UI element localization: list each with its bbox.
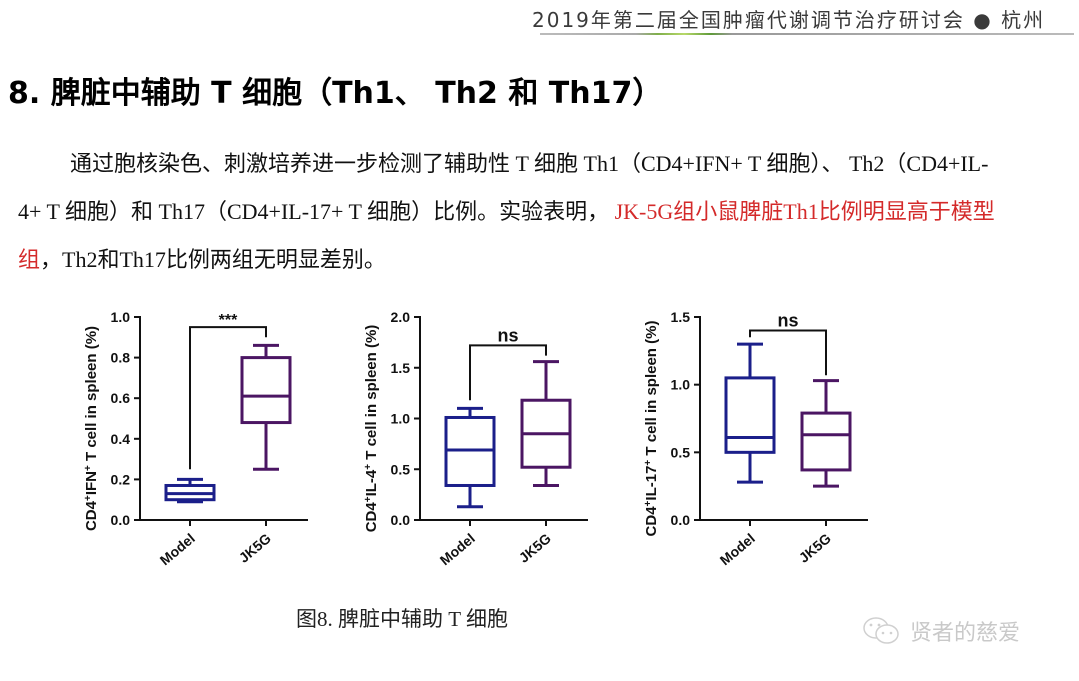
watermark-text: 贤者的慈爱	[910, 621, 1021, 646]
slide-title: 8. 脾脏中辅助 T 细胞（Th1、 Th2 和 Th17）	[8, 76, 663, 111]
significance-label: ns	[497, 325, 518, 345]
paragraph-text-end: ，Th2和Th17比例两组无明显差别。	[40, 247, 386, 272]
y-tick-label: 0.8	[111, 350, 131, 366]
significance-bracket	[749, 329, 827, 376]
x-tick-label: Model	[157, 530, 198, 568]
y-axis-label: CD4+IL-4+ T cell in spleen (%)	[363, 325, 381, 533]
y-tick-label: 0.6	[111, 390, 131, 406]
y-tick-label: 0.4	[111, 431, 131, 447]
significance-bracket	[469, 344, 547, 401]
conference-header: 2019年第二届全国肿瘤代谢调节治疗研讨会 ● 杭州	[532, 8, 1046, 32]
chart-th2-il4: CD4+IL-4+ T cell in spleen (%) 0.0 0.5 1.0 1…	[350, 290, 600, 590]
box-jk5g	[240, 343, 292, 471]
y-tick-label: 0.5	[391, 461, 411, 477]
y-tick-label: 1.0	[391, 411, 411, 427]
significance-label: ***	[219, 312, 238, 329]
box-model	[444, 406, 496, 509]
header-divider	[540, 33, 1074, 35]
x-tick-label: Model	[717, 530, 758, 568]
paragraph-text: 通过胞核染色、刺激培养进一步检测了辅助性 T 细胞 Th1（CD4+IFN+ T…	[18, 151, 989, 224]
y-tick-label: 1.5	[391, 360, 411, 376]
chart-th17-il17: CD4+IL-17+ T cell in spleen (%) 0.0 0.5 1.0…	[630, 290, 880, 590]
y-tick-label: 2.0	[391, 309, 411, 325]
x-tick-label: JK5G	[796, 530, 834, 566]
y-axis-label: CD4+IL-17+ T cell in spleen (%)	[643, 321, 661, 537]
significance-bracket	[189, 326, 267, 470]
y-axis-label: CD4+IFN+ T cell in spleen (%)	[83, 326, 101, 531]
y-tick-label: 1.0	[111, 309, 131, 325]
description-paragraph: 通过胞核染色、刺激培养进一步检测了辅助性 T 细胞 Th1（CD4+IFN+ T…	[18, 140, 1008, 284]
wechat-icon	[862, 616, 902, 646]
y-tick-label: 1.5	[671, 309, 691, 325]
y-tick-label: 0.5	[671, 444, 691, 460]
box-model	[164, 477, 216, 504]
x-tick-label: JK5G	[516, 530, 554, 566]
box-model	[724, 342, 776, 484]
y-tick-label: 0.0	[111, 512, 131, 528]
y-tick-label: 0.2	[111, 471, 131, 487]
y-tick-label: 0.0	[391, 512, 411, 528]
y-tick-label: 1.0	[671, 377, 691, 393]
highlighted-finding: JK-5G组小鼠脾脏Th1比例明显高于模型组	[18, 199, 995, 272]
axes: 0.0 0.2 0.4 0.6 0.8 1.0 Model JK5G	[111, 309, 308, 568]
x-tick-label: Model	[437, 530, 478, 568]
chart-th1-ifn: CD4+IFN+ T cell in spleen (%) 0.0 0.2 0.4 0.…	[70, 290, 320, 590]
box-jk5g	[800, 379, 852, 488]
significance-label: ns	[777, 311, 798, 331]
box-jk5g	[520, 360, 572, 487]
y-tick-label: 0.0	[671, 512, 691, 528]
figure-caption: 图8. 脾脏中辅助 T 细胞	[296, 607, 508, 631]
x-tick-label: JK5G	[236, 530, 274, 566]
watermark: 贤者的慈爱	[862, 615, 1020, 647]
